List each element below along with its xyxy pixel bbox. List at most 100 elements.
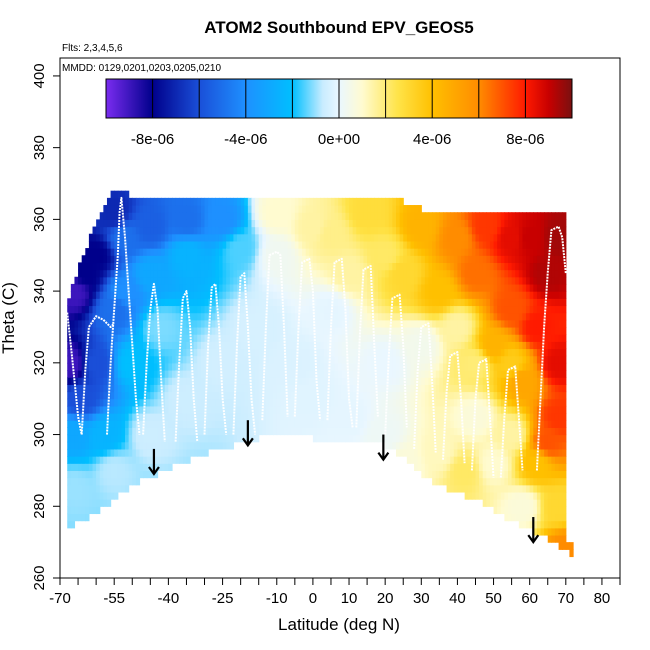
heatmap-cell [377,398,383,407]
heatmap-cell [139,427,144,436]
heatmap-cell [330,348,336,357]
heatmap-cell [529,298,534,307]
heatmap-cell [424,362,430,371]
heatmap-cell [367,405,372,414]
heatmap-cell [421,413,426,421]
heatmap-cell [356,233,361,242]
heatmap-cell [291,212,296,220]
heatmap-cell [479,456,484,464]
heatmap-cell [508,420,513,428]
heatmap-cell [85,362,90,371]
heatmap-cell [265,398,271,407]
heatmap-cell [193,305,198,314]
heatmap-cell [153,212,159,220]
heatmap-cell [110,291,115,299]
heatmap-cell [334,219,339,228]
heatmap-cell [334,305,339,314]
heatmap-cell [135,248,141,256]
heatmap-cell [74,305,79,314]
heatmap-cell [139,319,144,328]
heatmap-cell [125,448,130,457]
heatmap-cell [504,212,509,220]
heatmap-cell [475,255,480,264]
heatmap-cell [222,377,227,385]
heatmap-cell [132,427,137,436]
heatmap-cell [305,269,310,278]
heatmap-cell [385,305,390,314]
heatmap-cell [471,348,477,357]
heatmap-cell [442,212,448,220]
heatmap-cell [229,262,235,271]
heatmap-cell [139,305,144,314]
heatmap-cell [229,298,235,307]
heatmap-cell [497,377,502,385]
heatmap-cell [226,391,231,400]
heatmap-cell [99,255,104,264]
heatmap-cell [273,233,278,242]
heatmap-cell [78,348,83,357]
heatmap-cell [164,420,169,428]
heatmap-cell [341,405,347,414]
heatmap-cell [479,463,484,472]
heatmap-cell [435,377,440,385]
heatmap-cell [468,255,473,264]
heatmap-cell [518,377,524,385]
heatmap-cell [208,405,213,414]
heatmap-cell [450,248,455,256]
heatmap-cell [349,355,354,364]
heatmap-cell [132,298,137,307]
heatmap-cell [349,391,354,400]
heatmap-cell [432,441,437,450]
heatmap-cell [464,305,469,314]
heatmap-cell [309,219,314,228]
heatmap-cell [529,334,534,342]
heatmap-cell [515,370,520,378]
heatmap-cell [479,355,484,364]
heatmap-cell [468,348,473,357]
heatmap-cell [381,377,386,385]
heatmap-cell [92,427,97,436]
heatmap-cell [424,420,430,428]
heatmap-cell [135,341,141,350]
heatmap-cell [284,255,289,264]
heatmap-cell [179,197,184,206]
heatmap-cell [508,334,513,342]
heatmap-cell [327,219,332,228]
heatmap-cell [457,470,462,479]
heatmap-cell [197,262,202,271]
heatmap-cell [526,305,531,314]
heatmap-cell [547,233,552,242]
heatmap-cell [410,405,415,414]
heatmap-cell [280,269,285,278]
heatmap-cell [338,269,343,278]
heatmap-cell [414,276,419,285]
heatmap-cell [544,212,549,220]
heatmap-cell [475,262,480,271]
heatmap-cell [262,276,267,285]
heatmap-cell [320,255,325,264]
heatmap-cell [96,305,101,314]
heatmap-cell [67,305,72,314]
heatmap-cell [226,434,231,443]
heatmap-cell [330,212,336,220]
heatmap-cell [442,283,448,292]
heatmap-cell [197,312,202,321]
heatmap-cell [327,205,332,213]
heatmap-cell [81,276,86,285]
heatmap-cell [461,255,466,264]
heatmap-cell [291,205,296,213]
heatmap-cell [172,212,177,220]
heatmap-cell [403,427,408,436]
heatmap-cell [327,326,332,335]
heatmap-cell [197,362,202,371]
heatmap-cell [385,269,390,278]
heatmap-cell [244,334,249,342]
heatmap-cell [197,441,202,450]
heatmap-cell [489,226,495,235]
heatmap-cell [298,334,303,342]
heatmap-cell [92,477,97,486]
heatmap-cell [547,312,552,321]
heatmap-cell [374,398,379,407]
heatmap-cell [334,197,339,206]
heatmap-cell [323,334,328,342]
